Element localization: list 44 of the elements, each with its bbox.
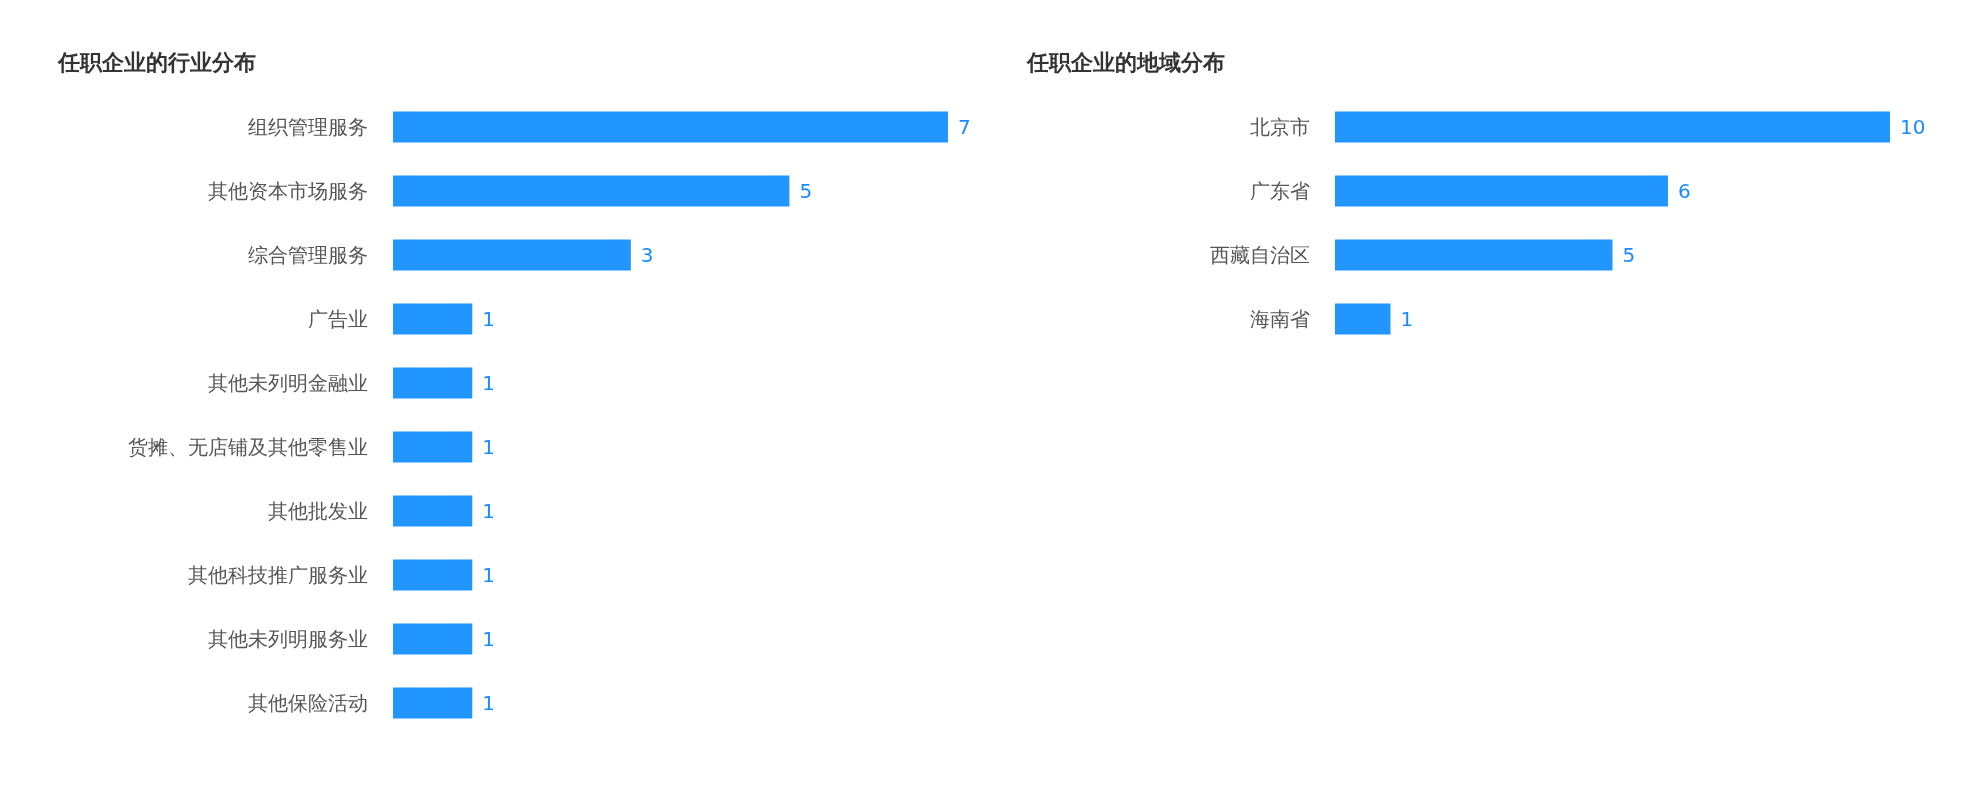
y-tick-label: 其他资本市场服务 bbox=[208, 179, 368, 203]
bar bbox=[393, 559, 473, 591]
text: 任职企业的行业分布 bbox=[57, 49, 256, 75]
y-tick-label: 货摊、无店铺及其他零售业 bbox=[128, 435, 368, 459]
data-label: 1 bbox=[1400, 307, 1414, 331]
data-label: 6 bbox=[1678, 179, 1691, 203]
bar bbox=[393, 431, 473, 463]
y-tick-label: 北京市 bbox=[1250, 115, 1310, 139]
data-label: 5 bbox=[1622, 243, 1636, 267]
y-tick-label: 海南省 bbox=[1250, 307, 1310, 331]
bar bbox=[393, 623, 473, 655]
y-tick-label: 其他保险活动 bbox=[248, 691, 368, 715]
bar bbox=[393, 175, 790, 207]
y-tick-label: 其他未列明金融业 bbox=[208, 371, 368, 395]
bar bbox=[393, 495, 473, 527]
bar bbox=[1335, 175, 1668, 207]
bar bbox=[393, 111, 948, 143]
text: 任职企业的地域分布 bbox=[1026, 49, 1225, 75]
y-tick-label: 其他科技推广服务业 bbox=[188, 563, 368, 587]
data-label: 10 bbox=[1900, 115, 1926, 139]
y-tick-label: 西藏自治区 bbox=[1210, 243, 1310, 267]
bar bbox=[393, 687, 473, 719]
data-label: 3 bbox=[640, 243, 654, 267]
data-label: 1 bbox=[482, 499, 496, 523]
bar bbox=[1335, 303, 1391, 335]
y-tick-label: 其他批发业 bbox=[268, 499, 368, 523]
y-tick-label: 综合管理服务 bbox=[248, 243, 368, 267]
bar bbox=[1335, 239, 1613, 271]
y-tick-label: 组织管理服务 bbox=[248, 115, 368, 139]
y-tick-label: 广告业 bbox=[308, 307, 368, 331]
data-label: 1 bbox=[482, 435, 496, 459]
bar bbox=[393, 239, 631, 271]
data-label: 7 bbox=[958, 115, 971, 139]
bar bbox=[393, 367, 473, 399]
data-label: 1 bbox=[482, 563, 496, 587]
y-tick-label: 其他未列明服务业 bbox=[208, 627, 368, 651]
data-label: 5 bbox=[799, 179, 813, 203]
data-label: 1 bbox=[482, 307, 496, 331]
bar bbox=[1335, 111, 1890, 143]
bar bbox=[393, 303, 473, 335]
y-tick-label: 广东省 bbox=[1250, 179, 1310, 203]
data-label: 1 bbox=[482, 691, 496, 715]
data-label: 1 bbox=[482, 371, 496, 395]
data-label: 1 bbox=[482, 627, 496, 651]
